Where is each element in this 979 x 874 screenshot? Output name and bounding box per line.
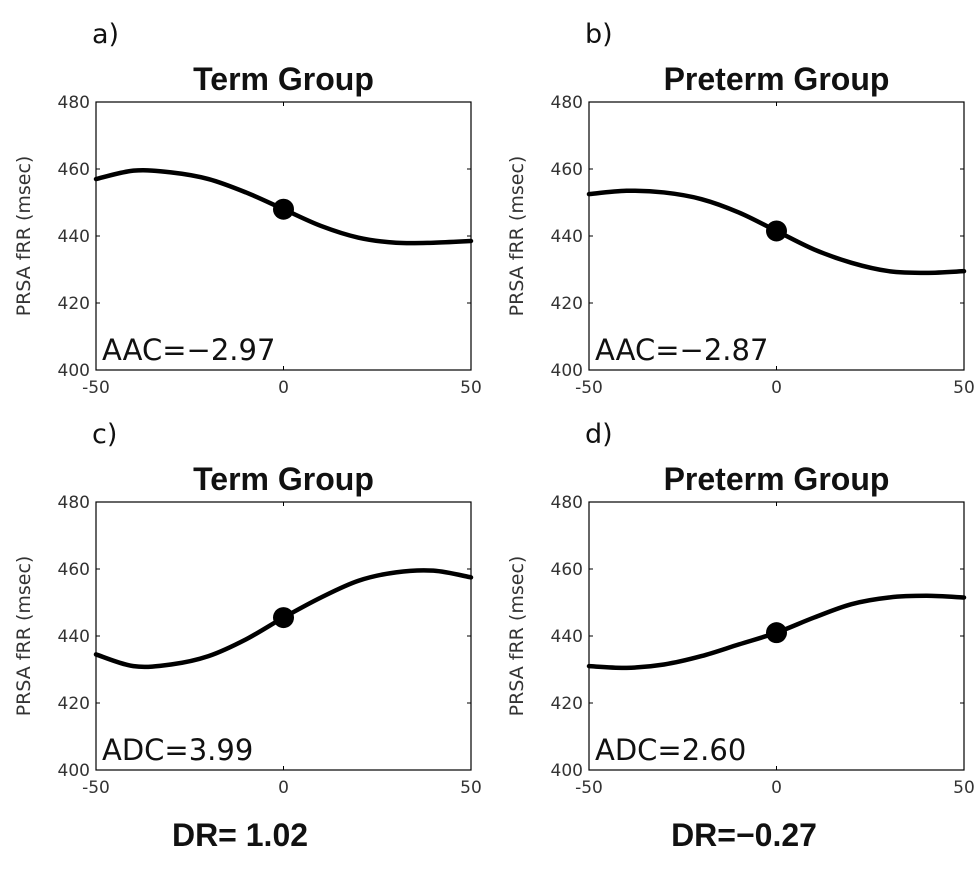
y-tick-label: 440: [551, 227, 583, 247]
y-tick-label: 420: [551, 694, 583, 714]
plot-frame: [95, 101, 472, 371]
dr-label-preterm: DR=−0.27: [671, 817, 817, 853]
dr-label-term: DR= 1.02: [172, 817, 308, 853]
plot-frame: [95, 501, 472, 771]
chart-title: Term Group: [193, 61, 374, 97]
anchor-point-marker: [766, 220, 787, 242]
y-tick-label: 440: [58, 627, 90, 647]
capacity-annotation: AAC=−2.87: [595, 333, 768, 367]
y-tick-label: 420: [58, 294, 90, 314]
y-tick-label: 400: [58, 761, 90, 781]
chart-title: Preterm Group: [664, 461, 890, 497]
chart-panel-a: a) Term Group PRSA fRR (msec) 400 420 440 460 4…: [13, 19, 482, 398]
x-tick-label: -50: [82, 778, 110, 798]
y-tick-label: 460: [58, 160, 90, 180]
capacity-annotation: ADC=3.99: [102, 733, 253, 767]
panel-letter: d): [585, 419, 613, 450]
capacity-annotation: ADC=2.60: [595, 733, 746, 767]
x-tick-label: 0: [771, 778, 782, 798]
panel-letter: c): [92, 419, 117, 450]
x-tick-label: 50: [953, 378, 975, 398]
panel-letter: b): [585, 19, 613, 50]
y-tick-label: 400: [58, 361, 90, 381]
x-tick-label: 50: [460, 778, 482, 798]
y-tick-label: 460: [551, 160, 583, 180]
y-tick-label: 420: [58, 694, 90, 714]
y-axis-label: PRSA fRR (msec): [13, 156, 35, 317]
y-tick-label: 400: [551, 761, 583, 781]
panel-letter: a): [92, 19, 119, 50]
x-tick-label: 50: [953, 778, 975, 798]
y-axis-label: PRSA fRR (msec): [506, 156, 528, 317]
x-tick-label: -50: [82, 378, 110, 398]
x-tick-label: 0: [771, 378, 782, 398]
anchor-point-marker: [273, 607, 294, 629]
x-tick-label: -50: [575, 378, 603, 398]
y-tick-label: 480: [58, 493, 90, 513]
y-tick-label: 440: [551, 627, 583, 647]
chart-panel-c: c) Term Group PRSA fRR (msec) 400 420 440 460 4…: [13, 419, 482, 798]
y-tick-label: 480: [551, 493, 583, 513]
capacity-annotation: AAC=−2.97: [102, 333, 275, 367]
y-axis-label: PRSA fRR (msec): [13, 556, 35, 717]
y-axis-label: PRSA fRR (msec): [506, 556, 528, 717]
chart-panel-d: d) Preterm Group PRSA fRR (msec) 400 420 440 4…: [506, 419, 975, 798]
y-tick-label: 480: [551, 93, 583, 113]
y-tick-label: 400: [551, 361, 583, 381]
chart-title: Preterm Group: [664, 61, 890, 97]
x-tick-label: 0: [278, 378, 289, 398]
anchor-point-marker: [273, 198, 294, 220]
y-tick-label: 480: [58, 93, 90, 113]
y-tick-label: 420: [551, 294, 583, 314]
y-tick-label: 460: [551, 560, 583, 580]
x-tick-label: 0: [278, 778, 289, 798]
chart-title: Term Group: [193, 461, 374, 497]
x-tick-label: -50: [575, 778, 603, 798]
y-tick-label: 460: [58, 560, 90, 580]
chart-panel-b: b) Preterm Group PRSA fRR (msec) 400 420 440 4…: [506, 19, 975, 398]
x-tick-label: 50: [460, 378, 482, 398]
y-tick-label: 440: [58, 227, 90, 247]
anchor-point-marker: [766, 622, 787, 644]
